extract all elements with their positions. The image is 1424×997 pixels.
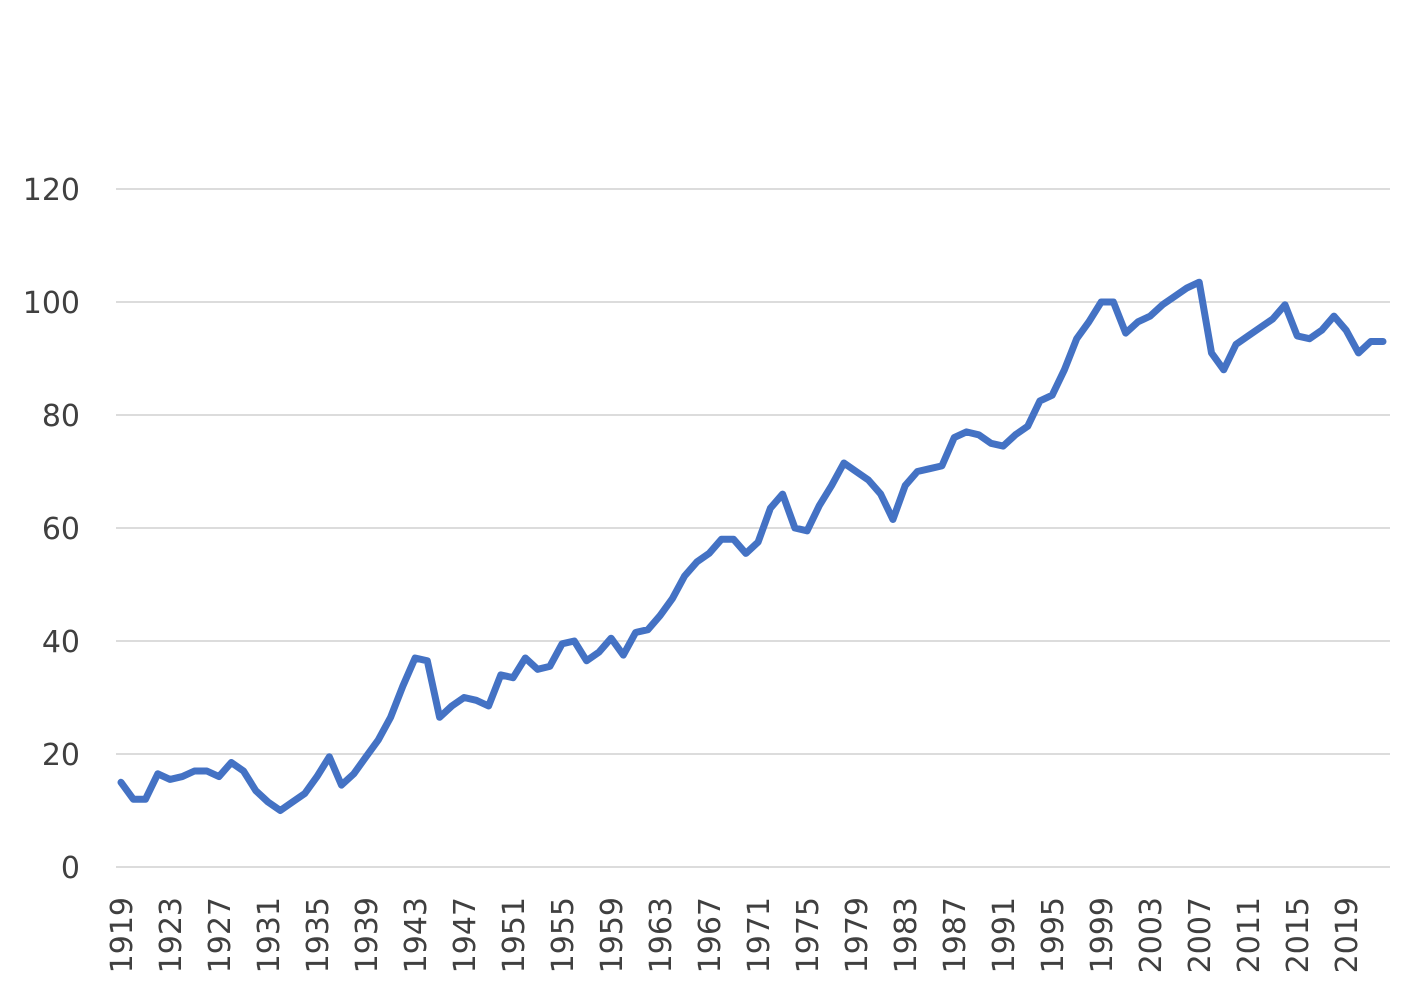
series-line — [117, 278, 1387, 814]
series-layer — [117, 278, 1387, 814]
x-tick-label: 1979 — [840, 897, 875, 973]
x-tick-label: 1927 — [203, 897, 238, 973]
x-tick-label: 2011 — [1232, 897, 1267, 973]
x-tick-label: 1963 — [644, 897, 679, 973]
x-tick-label: 2015 — [1281, 897, 1316, 973]
y-tick-label: 0 — [61, 851, 80, 886]
x-tick-label: 1951 — [497, 897, 532, 973]
x-tick-label: 2003 — [1134, 897, 1169, 973]
x-tick-label: 1983 — [889, 897, 924, 973]
y-tick-label: 20 — [42, 738, 80, 773]
x-tick-label: 1967 — [693, 897, 728, 973]
x-tick-label: 1987 — [938, 897, 973, 973]
x-tick-label: 1935 — [301, 897, 336, 973]
x-axis-tick-labels: 1919 1923 1927 1931 1935 1939 1943 1947 1951 1955… — [105, 897, 1365, 973]
y-axis-tick-labels: 0 20 40 60 80 100 120 — [23, 173, 80, 886]
x-tick-label: 1955 — [546, 897, 581, 973]
x-tick-label: 1975 — [791, 897, 826, 973]
x-tick-label: 1959 — [595, 897, 630, 973]
y-tick-label: 80 — [42, 399, 80, 434]
x-tick-label: 2019 — [1330, 897, 1365, 973]
x-tick-label: 1995 — [1036, 897, 1071, 973]
x-tick-label: 1999 — [1085, 897, 1120, 973]
x-tick-label: 1947 — [448, 897, 483, 973]
x-tick-label: 1923 — [154, 897, 189, 973]
x-tick-label: 1943 — [399, 897, 434, 973]
x-tick-label: 2007 — [1183, 897, 1218, 973]
y-tick-label: 120 — [23, 173, 80, 208]
x-tick-label: 1991 — [987, 897, 1022, 973]
y-tick-label: 40 — [42, 625, 80, 660]
x-tick-label: 1931 — [252, 897, 287, 973]
x-tick-label: 1939 — [350, 897, 385, 973]
y-tick-label: 100 — [23, 286, 80, 321]
y-tick-label: 60 — [42, 512, 80, 547]
x-tick-label: 1919 — [105, 897, 140, 973]
x-tick-label: 1971 — [742, 897, 777, 973]
